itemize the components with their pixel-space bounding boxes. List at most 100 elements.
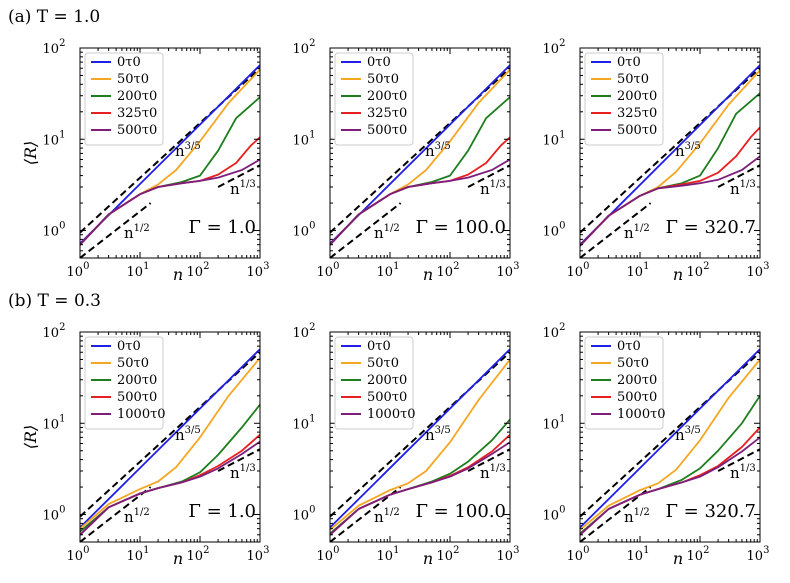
guide-line-n-1-3 (717, 448, 760, 472)
series-0τ0 (580, 348, 760, 529)
series-500τ0 (580, 155, 760, 247)
ytick-label: 100 (43, 505, 66, 524)
panel-b2: 100 101 102 103100101102n0τ050τ0200τ0500τ01… (293, 322, 520, 568)
x-axis-label: n (173, 265, 183, 284)
annotation-n-1-3: n1/3 (480, 179, 506, 198)
gamma-label: Γ = 320.7 (665, 217, 756, 238)
series-0τ0 (330, 348, 510, 529)
annotation-n-3-5: n3/5 (175, 141, 201, 160)
legend-box (334, 336, 414, 430)
panel-a2: 100 101 102 103100101102n0τ050τ0200τ0325τ05… (293, 38, 520, 284)
gamma-label: Γ = 100.0 (415, 501, 506, 522)
ytick-label: 102 (293, 38, 316, 57)
legend-label-0τ0: 0τ0 (117, 55, 141, 70)
legend-label-200τ0: 200τ0 (117, 89, 157, 104)
xtick-label: 100 (67, 545, 90, 564)
ytick-label: 102 (43, 38, 66, 57)
series-50τ0 (330, 358, 510, 531)
series-1000τ0 (80, 440, 260, 536)
series-500τ0 (330, 158, 510, 246)
guide-line-n-1-2 (330, 202, 402, 258)
x-axis-label: n (673, 549, 683, 568)
legend-label-200τ0: 200τ0 (367, 373, 407, 388)
legend-box (84, 336, 164, 430)
xtick-label: 102 (437, 545, 460, 564)
guide-line-n-1-2 (580, 202, 652, 258)
ytick-label: 101 (293, 129, 316, 148)
legend-label-500τ0: 500τ0 (117, 390, 157, 405)
ytick-label: 100 (43, 221, 66, 240)
ytick-label: 102 (543, 38, 566, 57)
xtick-label: 102 (187, 261, 210, 280)
xtick-label: 103 (247, 545, 270, 564)
y-axis-label: ⟨R⟩ (21, 425, 40, 450)
panel-b3: 100 101 102 103100101102n0τ050τ0200τ0500τ01… (543, 322, 770, 568)
xtick-label: 103 (497, 261, 520, 280)
xtick-label: 101 (127, 261, 150, 280)
xtick-label: 100 (317, 545, 340, 564)
legend-box (584, 336, 664, 430)
guide-line-n-1-2 (580, 486, 652, 542)
gamma-label: Γ = 320.7 (665, 501, 756, 522)
legend-label-50τ0: 50τ0 (367, 72, 399, 87)
annotation-n-1-3: n1/3 (730, 179, 756, 198)
annotation-n-3-5: n3/5 (425, 425, 451, 444)
legend-box (84, 52, 164, 146)
annotation-n-1-3: n1/3 (480, 463, 506, 482)
row-label-b: (b) T = 0.3 (8, 291, 101, 311)
annotation-n-1-2: n1/2 (124, 507, 150, 526)
legend-label-200τ0: 200τ0 (117, 373, 157, 388)
annotation-n-1-3: n1/3 (230, 179, 256, 198)
legend-label-50τ0: 50τ0 (367, 356, 399, 371)
annotation-n-3-5: n3/5 (675, 425, 701, 444)
annotation-n-1-2: n1/2 (374, 223, 400, 242)
panel-a3: 100 101 102 103100101102n0τ050τ0200τ0325τ05… (543, 38, 770, 284)
panel-b1: 100 101 102 103100101102n⟨R⟩0τ050τ0200τ0500… (21, 322, 269, 568)
x-axis-label: n (423, 549, 433, 568)
legend-box (584, 52, 664, 146)
ytick-label: 100 (543, 221, 566, 240)
legend-label-200τ0: 200τ0 (617, 89, 657, 104)
xtick-label: 102 (187, 545, 210, 564)
xtick-label: 103 (247, 261, 270, 280)
annotation-n-1-2: n1/2 (374, 507, 400, 526)
x-axis-label: n (173, 549, 183, 568)
xtick-label: 100 (317, 261, 340, 280)
legend-label-50τ0: 50τ0 (617, 72, 649, 87)
legend-label-200τ0: 200τ0 (617, 373, 657, 388)
xtick-label: 102 (687, 261, 710, 280)
legend-label-500τ0: 500τ0 (367, 390, 407, 405)
annotation-n-3-5: n3/5 (175, 425, 201, 444)
panel-a1: 100 101 102 103100101102n⟨R⟩0τ050τ0200τ0325… (21, 38, 269, 284)
annotation-n-1-2: n1/2 (624, 223, 650, 242)
legend-label-325τ0: 325τ0 (367, 106, 407, 121)
guide-line-n-1-3 (217, 448, 260, 472)
x-axis-label: n (423, 265, 433, 284)
gamma-label: Γ = 1.0 (188, 501, 256, 522)
legend-label-500τ0: 500τ0 (617, 390, 657, 405)
guide-line-n-1-2 (330, 486, 402, 542)
annotation-n-1-3: n1/3 (730, 463, 756, 482)
legend-box (334, 52, 414, 146)
ytick-label: 100 (293, 221, 316, 240)
legend-label-0τ0: 0τ0 (617, 339, 641, 354)
series-50τ0 (580, 358, 760, 531)
legend-label-500τ0: 500τ0 (367, 123, 407, 138)
ytick-label: 101 (43, 413, 66, 432)
ytick-label: 101 (543, 129, 566, 148)
legend-label-500τ0: 500τ0 (617, 123, 657, 138)
gamma-label: Γ = 1.0 (188, 217, 256, 238)
series-500τ0 (80, 158, 260, 246)
legend-label-325τ0: 325τ0 (117, 106, 157, 121)
legend-label-200τ0: 200τ0 (367, 89, 407, 104)
row-label-a: (a) T = 1.0 (8, 7, 100, 27)
annotation-n-3-5: n3/5 (675, 141, 701, 160)
xtick-label: 102 (687, 545, 710, 564)
xtick-label: 101 (377, 261, 400, 280)
ytick-label: 102 (543, 322, 566, 341)
xtick-label: 102 (437, 261, 460, 280)
legend-label-1000τ0: 1000τ0 (617, 407, 666, 422)
xtick-label: 103 (497, 545, 520, 564)
series-50τ0 (80, 357, 260, 530)
